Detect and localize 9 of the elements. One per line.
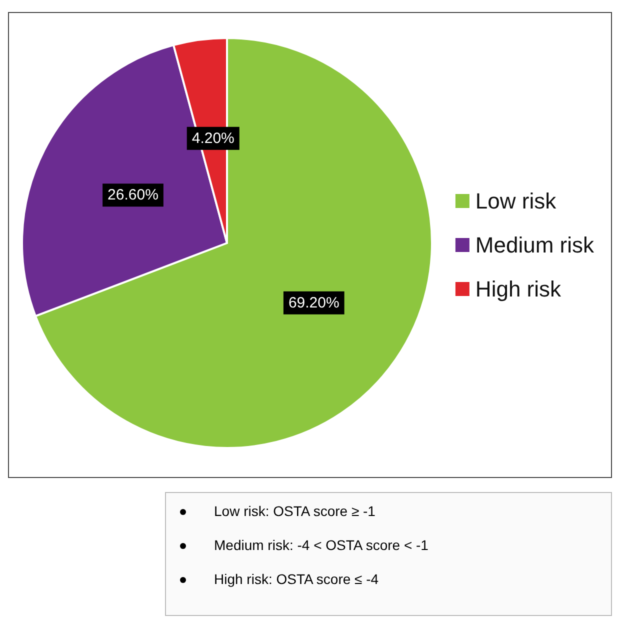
- text: High risk: OSTA score ≤ -4: [213, 571, 380, 587]
- data-label: 4.20%: [192, 130, 234, 147]
- text: Low risk: OSTA score ≥ -1: [213, 503, 376, 519]
- text: Medium risk: -4 < OSTA score < -1: [213, 537, 430, 553]
- data-label: 69.20%: [288, 294, 340, 312]
- legend-label: Low risk: [475, 188, 558, 214]
- legend-label: Medium risk: [475, 232, 595, 258]
- data-label: 26.60%: [108, 186, 158, 204]
- legend-label: High risk: [475, 276, 562, 302]
